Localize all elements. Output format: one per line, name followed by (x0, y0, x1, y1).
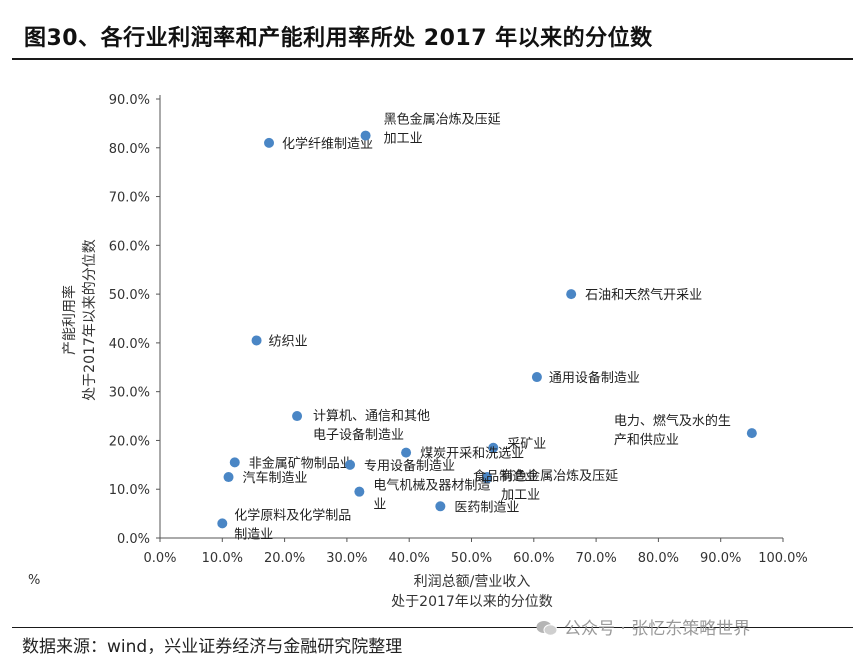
source-note: 数据来源：wind，兴业证券经济与金融研究院整理 (22, 637, 403, 657)
x-tick-label: 0.0% (143, 551, 176, 566)
data-point (566, 289, 577, 300)
point-label: 石油和天然气开采业 (585, 287, 702, 303)
x-axis-title: 利润总额/营业收入 (414, 574, 531, 590)
point-label: 化学纤维制造业 (282, 136, 373, 152)
point-label: 产和供应业 (614, 432, 679, 448)
y-tick-label: 0.0% (117, 532, 150, 547)
y-tick-label: 80.0% (109, 142, 150, 157)
data-point (251, 335, 262, 346)
point-label: 纺织业 (269, 334, 308, 349)
data-point (435, 501, 446, 512)
y-tick-label: 30.0% (109, 386, 150, 401)
x-tick-label: 80.0% (638, 551, 679, 566)
x-tick-label: 40.0% (389, 551, 430, 566)
point-label: 加工业 (501, 488, 540, 503)
data-point (401, 447, 412, 458)
point-label: 电力、燃气及水的生 (614, 413, 731, 429)
y-axis-title: 处于2017年以来的分位数 (82, 239, 98, 401)
footer-rule (12, 627, 853, 628)
y-axis-title: 产能利用率 (61, 285, 78, 355)
point-label: 采矿业 (507, 437, 546, 452)
point-label: 汽车制造业 (243, 470, 308, 486)
x-tick-label: 30.0% (326, 551, 367, 566)
data-point (345, 459, 356, 470)
y-tick-label: 60.0% (109, 239, 150, 254)
x-tick-label: 20.0% (264, 551, 305, 566)
point-label: 业 (373, 498, 386, 513)
point-label: 食品制造业 (473, 468, 538, 484)
data-point (482, 473, 493, 484)
x-tick-label: 90.0% (700, 551, 741, 566)
wechat-icon (536, 621, 558, 636)
data-point (746, 428, 757, 439)
y-tick-label: 40.0% (109, 337, 150, 352)
point-label: 有色金属冶炼及压延 (501, 468, 618, 484)
data-point (354, 486, 365, 497)
point-label: 专用设备制造业 (364, 458, 455, 474)
data-point (229, 457, 240, 468)
point-label: 黑色金属冶炼及压延 (384, 112, 501, 128)
data-point (360, 130, 371, 141)
y-tick-label: 70.0% (109, 191, 150, 206)
point-label: 计算机、通信和其他 (313, 409, 430, 424)
x-tick-label: 50.0% (451, 551, 492, 566)
point-label: 煤炭开采和洗选业 (420, 447, 524, 462)
y-tick-label: 50.0% (109, 288, 150, 303)
data-point (531, 372, 542, 383)
point-label: 加工业 (384, 132, 423, 147)
title-rule (12, 58, 853, 60)
scatter-chart: 0.0% 10.0% 20.0% 30.0% 40.0% 50.0% 60.0% 70.0% 8… (28, 93, 808, 610)
point-label: 电子设备制造业 (313, 427, 404, 443)
data-point (292, 411, 303, 422)
data-point (264, 137, 275, 148)
unit-label: % (28, 573, 40, 588)
data-point (217, 518, 228, 529)
x-tick-label: 100.0% (758, 551, 808, 566)
x-axis-title: 处于2017年以来的分位数 (391, 594, 553, 610)
point-label: 化学原料及化学制品 (234, 507, 351, 523)
data-point (223, 472, 234, 483)
point-label: 非金属矿物制品业 (249, 455, 353, 471)
y-tick-label: 90.0% (109, 93, 150, 108)
y-tick-label: 20.0% (109, 434, 150, 449)
x-tick-label: 10.0% (202, 551, 243, 566)
data-point (488, 442, 499, 453)
point-label: 制造业 (234, 527, 273, 542)
point-label: 医药制造业 (454, 500, 519, 515)
watermark-text: 公众号 · 张忆东策略世界 (564, 619, 751, 639)
y-tick-label: 10.0% (109, 483, 150, 498)
point-label: 通用设备制造业 (549, 370, 640, 386)
x-tick-label: 70.0% (575, 551, 616, 566)
x-tick-label: 60.0% (513, 551, 554, 566)
point-label: 电气机械及器材制造 (373, 478, 490, 494)
chart-title: 图30、各行业利润率和产能利用率所处 2017 年以来的分位数 (24, 26, 653, 51)
watermark: 公众号 · 张忆东策略世界 (536, 614, 750, 639)
